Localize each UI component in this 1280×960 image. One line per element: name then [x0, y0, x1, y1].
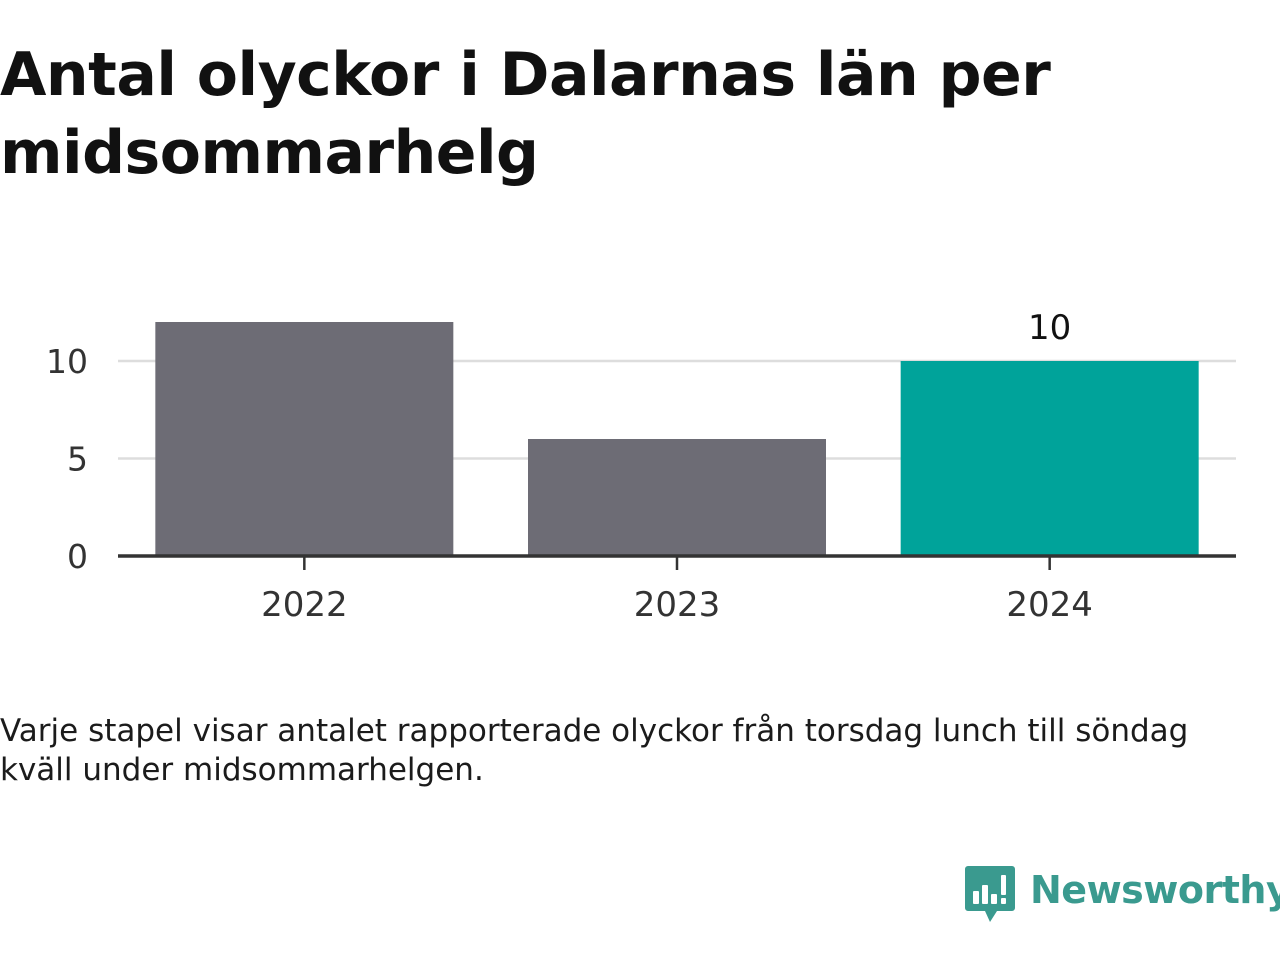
x-tick-label: 2024 — [1006, 585, 1093, 625]
x-tick-label: 2022 — [261, 585, 348, 625]
x-axis — [118, 554, 1236, 570]
data-labels: 10 — [1028, 308, 1071, 348]
x-axis-tick-labels: 2022 2023 2024 — [261, 585, 1093, 625]
chart-title: Antal olyckor i Dalarnas län per midsomm… — [0, 40, 1051, 188]
y-tick-label: 0 — [67, 537, 88, 576]
bar-2023 — [528, 439, 826, 556]
y-axis-tick-labels: 0 5 10 — [46, 342, 88, 576]
bar-2022 — [155, 322, 454, 556]
data-label-2024: 10 — [1028, 308, 1071, 348]
bar-chart: 0 5 10 2022 2023 2024 10 — [46, 308, 1236, 625]
brand-logo: Newsworthy — [964, 864, 1280, 926]
bars — [155, 322, 1199, 556]
y-tick-label: 10 — [46, 342, 88, 381]
chart-caption: Varje stapel visar antalet rapporterade … — [0, 713, 1189, 788]
y-tick-label: 5 — [67, 440, 88, 479]
bar-chart-speech-bubble-icon — [965, 866, 1015, 922]
bar-2024 — [900, 361, 1199, 556]
x-tick-label: 2023 — [634, 585, 721, 625]
brand-name: Newsworthy — [1030, 868, 1280, 912]
